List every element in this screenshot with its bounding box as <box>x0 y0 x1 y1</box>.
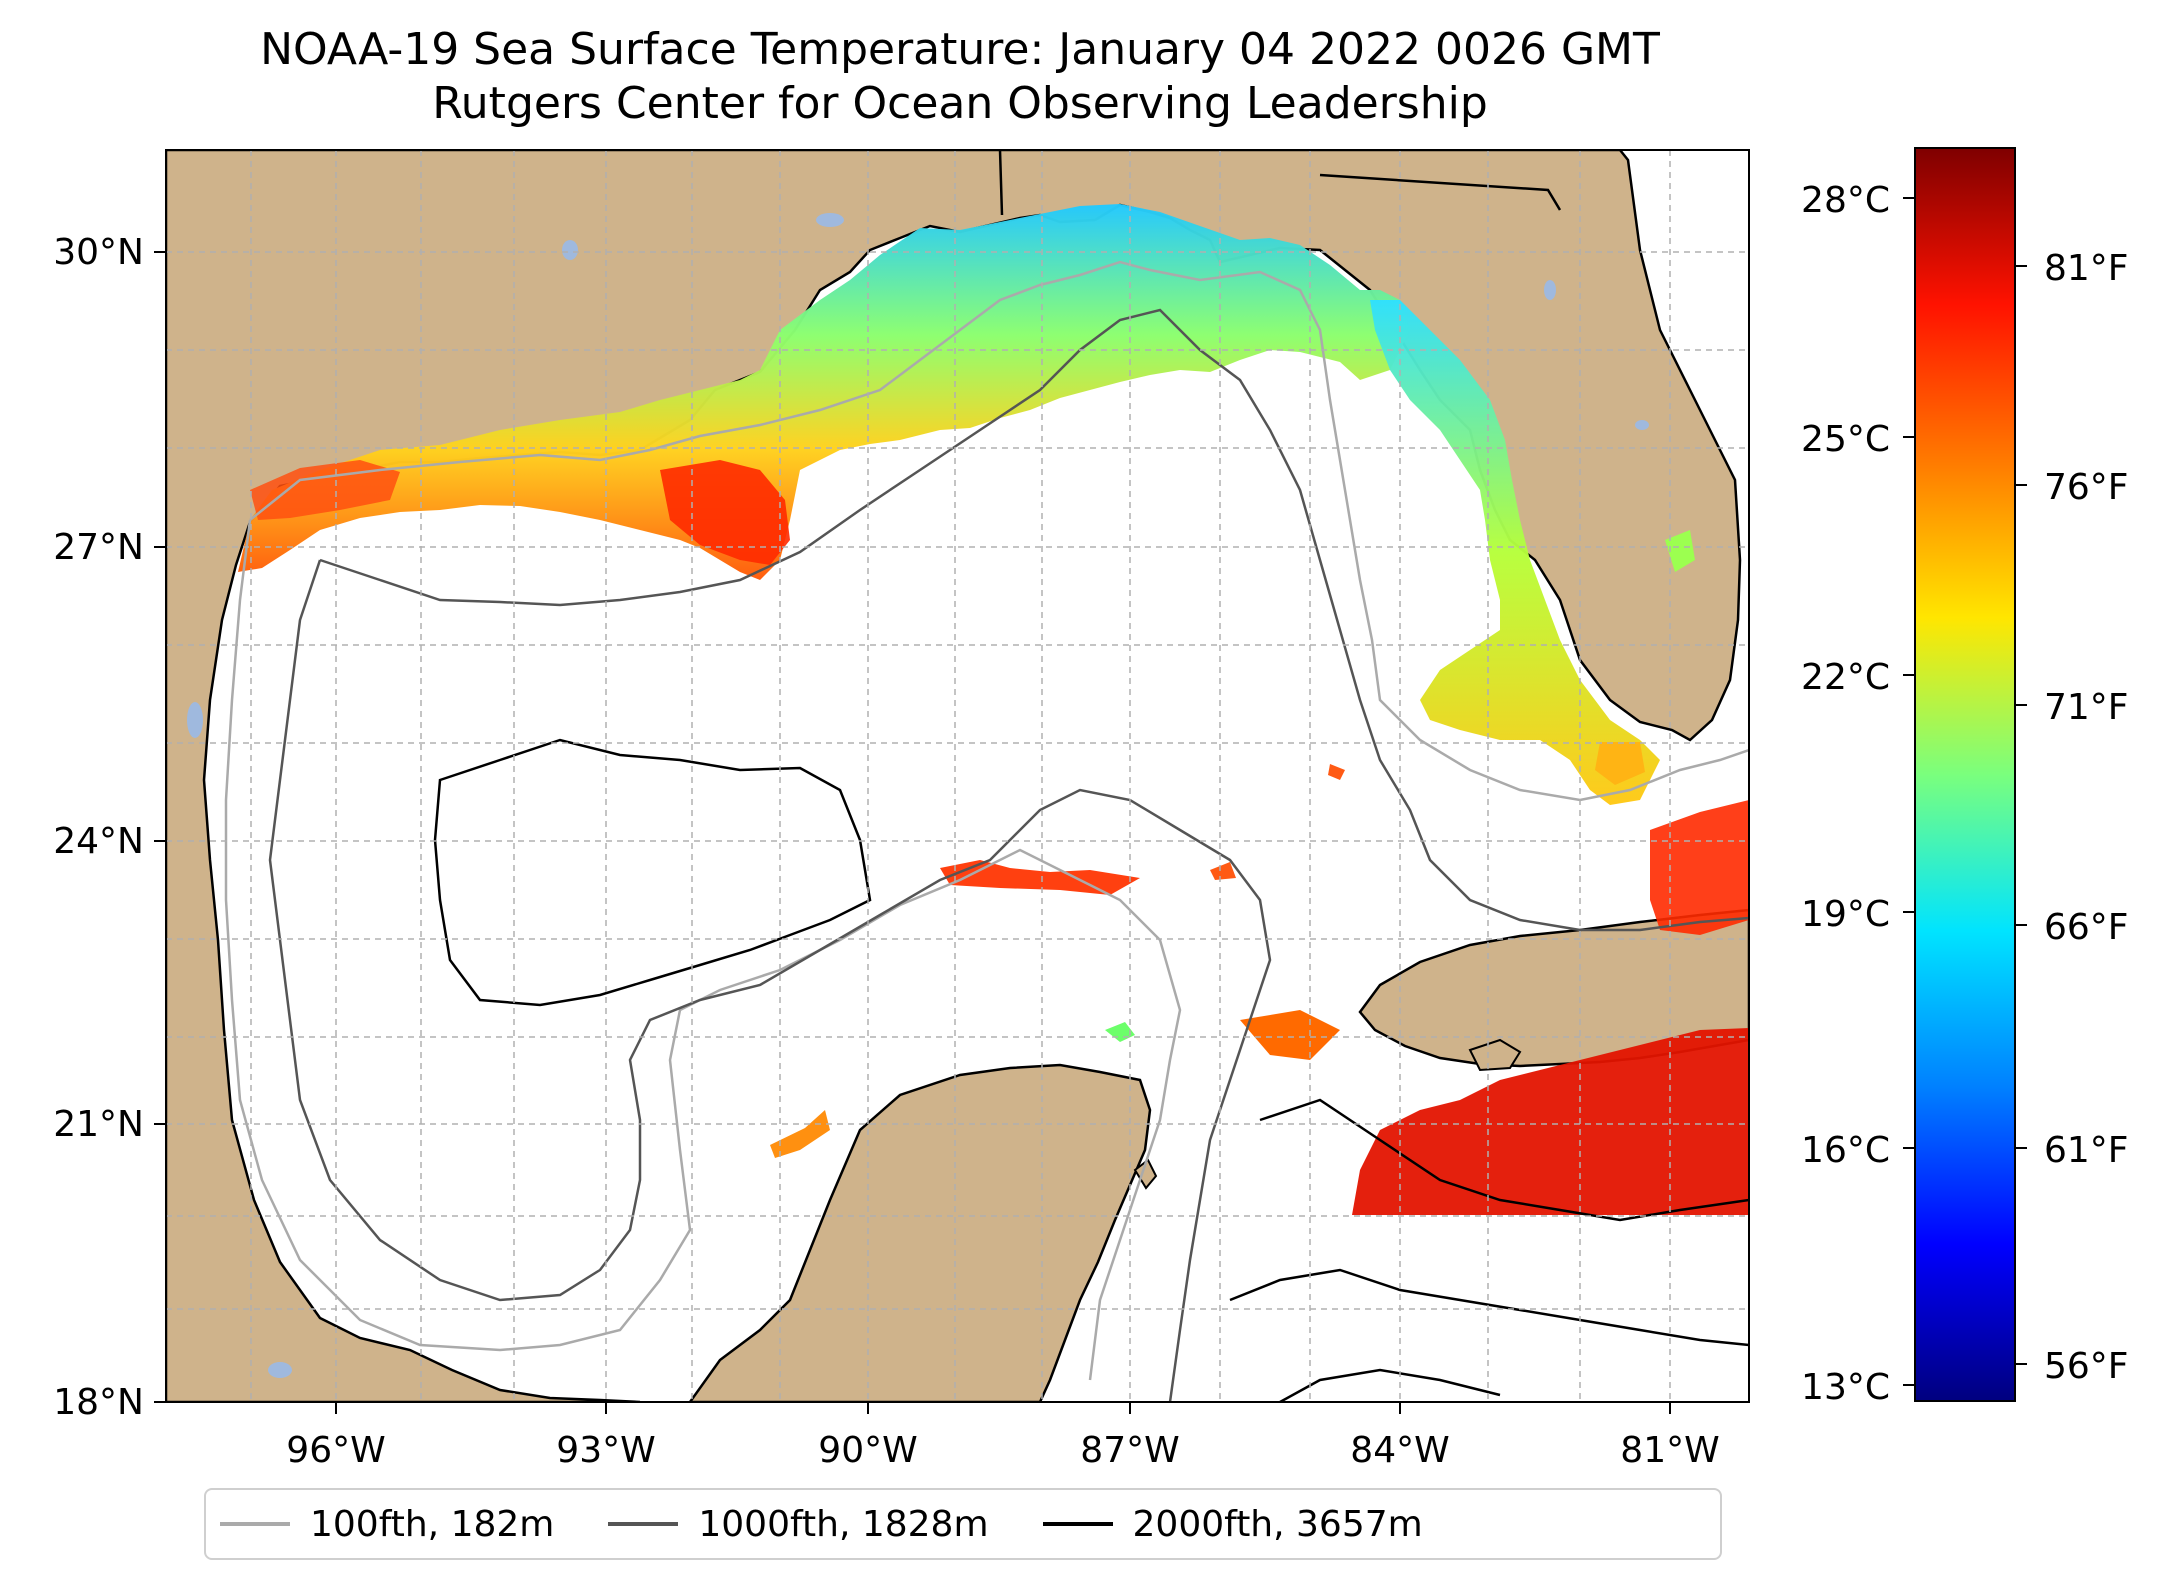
chart-title: NOAA-19 Sea Surface Temperature: January… <box>260 24 1660 75</box>
legend-item-1000fth: 1000fth, 1828m <box>608 1503 989 1545</box>
legend-item-2000fth: 2000fth, 3657m <box>1042 1503 1423 1545</box>
lon-label: 81°W <box>1620 1430 1719 1471</box>
state-boundary <box>998 150 1562 216</box>
map-layers <box>166 150 1749 1402</box>
fahrenheit-label: 76°F <box>2044 467 2129 508</box>
legend-label: 2000fth, 3657m <box>1132 1503 1423 1545</box>
fahrenheit-label: 56°F <box>2044 1346 2129 1387</box>
sst-northern-gulf <box>238 204 1410 580</box>
chart-subtitle: Rutgers Center for Ocean Observing Leade… <box>432 78 1488 129</box>
legend-item-100fth: 100fth, 182m <box>220 1504 554 1545</box>
contour-1000fth <box>268 308 1749 1402</box>
lon-label: 96°W <box>286 1430 385 1471</box>
lat-label: 27°N <box>53 527 144 568</box>
celsius-label: 22°C <box>1801 657 1890 698</box>
land-yucatan <box>688 1063 1152 1402</box>
colorbar-ticks-fahrenheit <box>2015 265 2027 1365</box>
colorbar <box>1914 147 2016 1402</box>
legend-label: 1000fth, 1828m <box>698 1503 989 1545</box>
legend-line-1000fth <box>608 1522 679 1526</box>
land-cozumel <box>1133 1158 1158 1190</box>
lat-label: 21°N <box>53 1104 144 1145</box>
fahrenheit-label: 66°F <box>2044 907 2129 948</box>
fahrenheit-label: 61°F <box>2044 1130 2129 1171</box>
sst-scattered-patches <box>770 530 1695 1158</box>
lon-label: 84°W <box>1350 1430 1449 1471</box>
land-isle-of-youth <box>1468 1038 1522 1072</box>
sst-caribbean <box>1352 1028 1749 1215</box>
legend-label: 100fth, 182m <box>310 1503 555 1545</box>
sst-florida-shelf <box>1370 300 1660 805</box>
contour-legend: 100fth, 182m 1000fth, 1828m 2000fth, 365… <box>204 1488 1722 1560</box>
lat-label: 24°N <box>53 821 144 862</box>
fahrenheit-label: 81°F <box>2044 248 2129 289</box>
legend-line-100fth <box>220 1522 290 1526</box>
lon-label: 87°W <box>1080 1430 1179 1471</box>
celsius-label: 28°C <box>1801 180 1890 221</box>
axis-ticks <box>154 251 1671 1414</box>
celsius-label: 25°C <box>1801 419 1890 460</box>
lon-label: 90°W <box>818 1430 917 1471</box>
sst-data-gap <box>1352 1215 1749 1237</box>
celsius-label: 19°C <box>1801 894 1890 935</box>
celsius-label: 16°C <box>1801 1130 1890 1171</box>
colorbar-ticks-celsius <box>1903 197 1915 1386</box>
lon-label: 93°W <box>556 1430 655 1471</box>
map-frame <box>165 149 1750 1403</box>
sst-warm-west <box>250 460 400 520</box>
legend-line-2000fth <box>1042 1522 1113 1526</box>
contour-100fth <box>224 260 1749 1381</box>
celsius-label: 13°C <box>1801 1367 1890 1408</box>
sst-caribbean-east <box>1650 800 1749 935</box>
contour-2000fth <box>433 738 1749 1402</box>
fahrenheit-label: 71°F <box>2044 687 2129 728</box>
lat-label: 18°N <box>53 1382 144 1423</box>
lat-label: 30°N <box>53 232 144 273</box>
inland-water <box>187 213 1649 1378</box>
